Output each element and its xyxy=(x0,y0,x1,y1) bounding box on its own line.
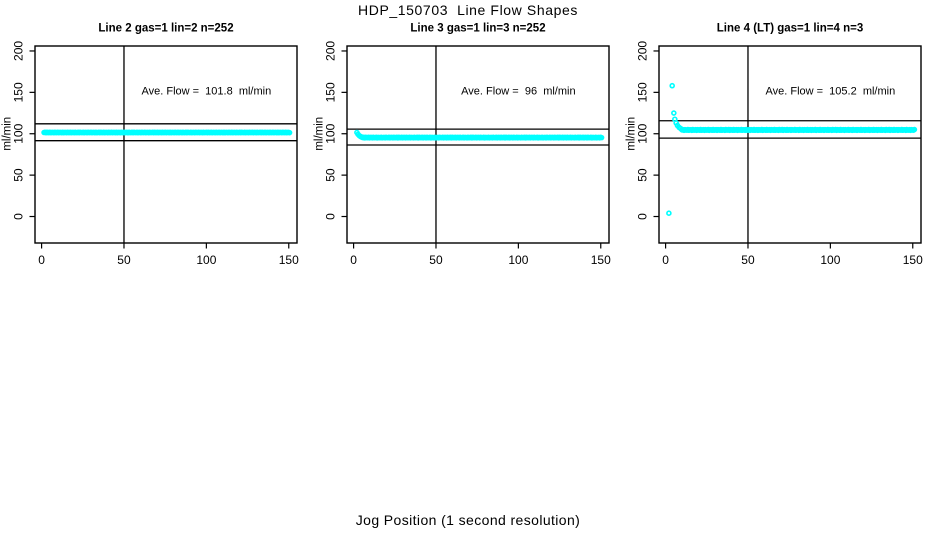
data-point xyxy=(286,129,293,136)
data-point xyxy=(669,82,675,89)
panel-title: Line 4 (LT) gas=1 lin=4 n=3 xyxy=(717,23,863,35)
y-tick-label: 200 xyxy=(636,41,650,61)
y-tick-label: 200 xyxy=(324,41,338,61)
y-tick-label: 0 xyxy=(324,213,338,220)
y-tick-label: 50 xyxy=(324,168,338,182)
x-tick-label: 100 xyxy=(508,253,528,267)
data-point xyxy=(671,110,677,116)
y-tick-label: 200 xyxy=(12,41,26,61)
x-tick-label: 0 xyxy=(662,253,669,267)
y-axis-unit-label: ml/min xyxy=(626,117,638,151)
data-point xyxy=(666,210,672,217)
y-axis-unit-label: ml/min xyxy=(314,117,326,151)
panel-line2: Line 2 gas=1 lin=2 n=252 0 50 100 150 0 50 100 1… xyxy=(2,23,300,268)
y-tick-label: 100 xyxy=(12,123,26,143)
panel-line4: Line 4 (LT) gas=1 lin=4 n=3 0 50 100 150 0 50 1… xyxy=(626,23,924,268)
x-tick-label: 150 xyxy=(591,253,611,267)
panel-title: Line 2 gas=1 lin=2 n=252 xyxy=(98,23,233,35)
y-tick-label: 150 xyxy=(324,82,338,102)
x-tick-label: 100 xyxy=(196,253,216,267)
panel-line3: Line 3 gas=1 lin=3 n=252 0 50 100 150 0 50 100 1… xyxy=(314,23,612,268)
y-tick-label: 100 xyxy=(324,123,338,143)
y-tick-label: 50 xyxy=(12,168,26,182)
panel-title: Line 3 gas=1 lin=3 n=252 xyxy=(410,23,545,35)
y-tick-label: 150 xyxy=(636,82,650,102)
panels-row: Line 2 gas=1 lin=2 n=252 0 50 100 150 0 50 100 1… xyxy=(2,23,924,268)
y-axis-unit-label: ml/min xyxy=(2,117,14,151)
x-tick-label: 150 xyxy=(903,253,923,267)
x-tick-label: 150 xyxy=(279,253,299,267)
y-tick-label: 100 xyxy=(636,123,650,143)
ave-flow-annotation: Ave. Flow = 101.8 ml/min xyxy=(142,86,272,98)
y-tick-label: 150 xyxy=(12,82,26,102)
x-tick-label: 50 xyxy=(117,253,131,267)
data-point xyxy=(911,126,918,133)
ave-flow-annotation: Ave. Flow = 96 ml/min xyxy=(461,86,575,98)
data-point xyxy=(598,134,605,141)
y-tick-label: 0 xyxy=(636,213,650,220)
x-axis-label: Jog Position (1 second resolution) xyxy=(355,512,581,528)
plot-frame xyxy=(34,45,298,244)
y-tick-label: 0 xyxy=(12,213,26,220)
x-tick-label: 100 xyxy=(820,253,840,267)
y-tick-label: 50 xyxy=(636,168,650,182)
x-tick-label: 0 xyxy=(38,253,45,267)
plot-frame xyxy=(658,45,922,244)
x-tick-label: 0 xyxy=(350,253,357,267)
figure-title: HDP_150703 Line Flow Shapes xyxy=(358,2,578,18)
x-tick-label: 50 xyxy=(741,253,755,267)
ave-flow-annotation: Ave. Flow = 105.2 ml/min xyxy=(766,86,896,98)
x-tick-label: 50 xyxy=(429,253,443,267)
